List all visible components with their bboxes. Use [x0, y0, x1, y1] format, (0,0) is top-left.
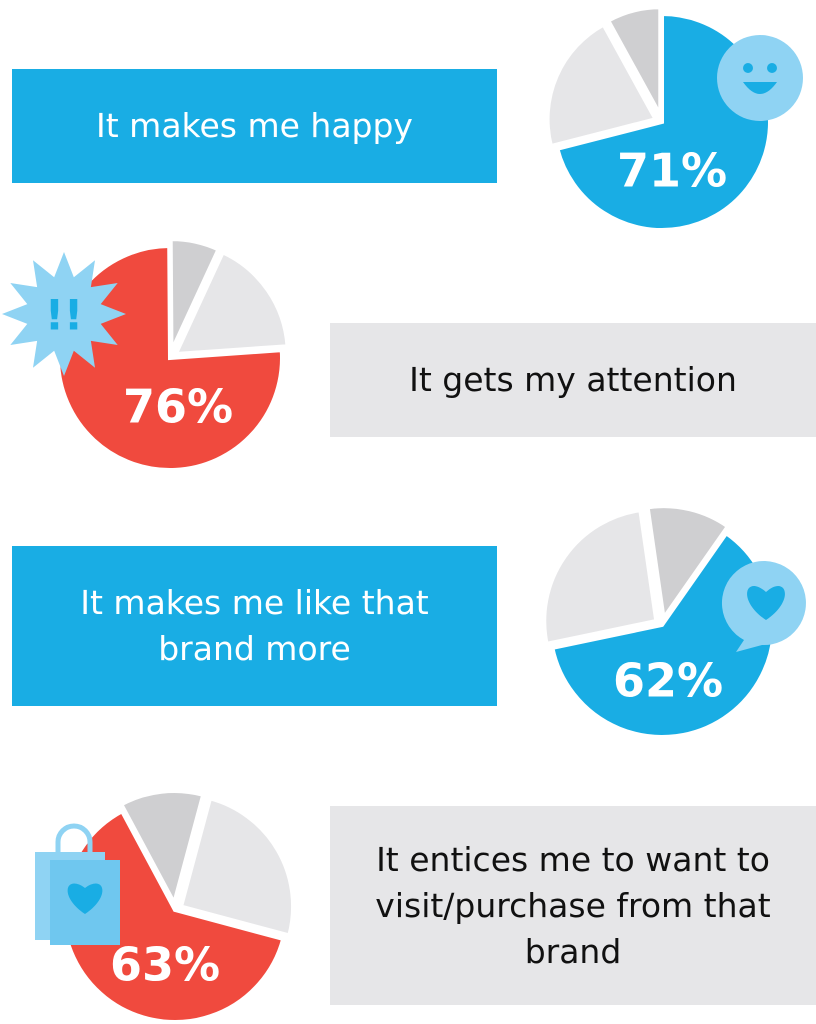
pie-slice	[605, 5, 663, 117]
percent-label: 71%	[617, 144, 727, 198]
pie-slice	[645, 504, 731, 624]
pie-slice	[542, 507, 659, 647]
statement-box: It makes me happy	[12, 69, 497, 183]
smile-eye	[743, 63, 753, 73]
statement-box: It entices me to want to visit/purchase …	[330, 806, 816, 1005]
heart	[67, 883, 103, 914]
pie-slice	[168, 237, 222, 352]
pie-slice	[118, 789, 206, 909]
smile-mouth	[743, 82, 777, 94]
pie-slice	[172, 249, 290, 357]
pie-slice	[545, 21, 659, 149]
percent-label: 76%	[123, 380, 233, 434]
bag-handle	[55, 823, 93, 862]
burst-icon	[2, 252, 126, 376]
pie-slice	[554, 11, 772, 232]
heart	[747, 585, 785, 620]
smile-icon	[717, 35, 803, 121]
statement-box: It makes me like that brand more	[12, 546, 497, 706]
statement-box: It gets my attention	[330, 323, 816, 437]
pie-slice	[56, 243, 284, 472]
pie-slice	[178, 795, 296, 938]
percent-label: 63%	[110, 938, 220, 992]
smile-eye	[767, 63, 777, 73]
burst-text: !!	[45, 291, 83, 340]
percent-label: 62%	[613, 654, 723, 708]
